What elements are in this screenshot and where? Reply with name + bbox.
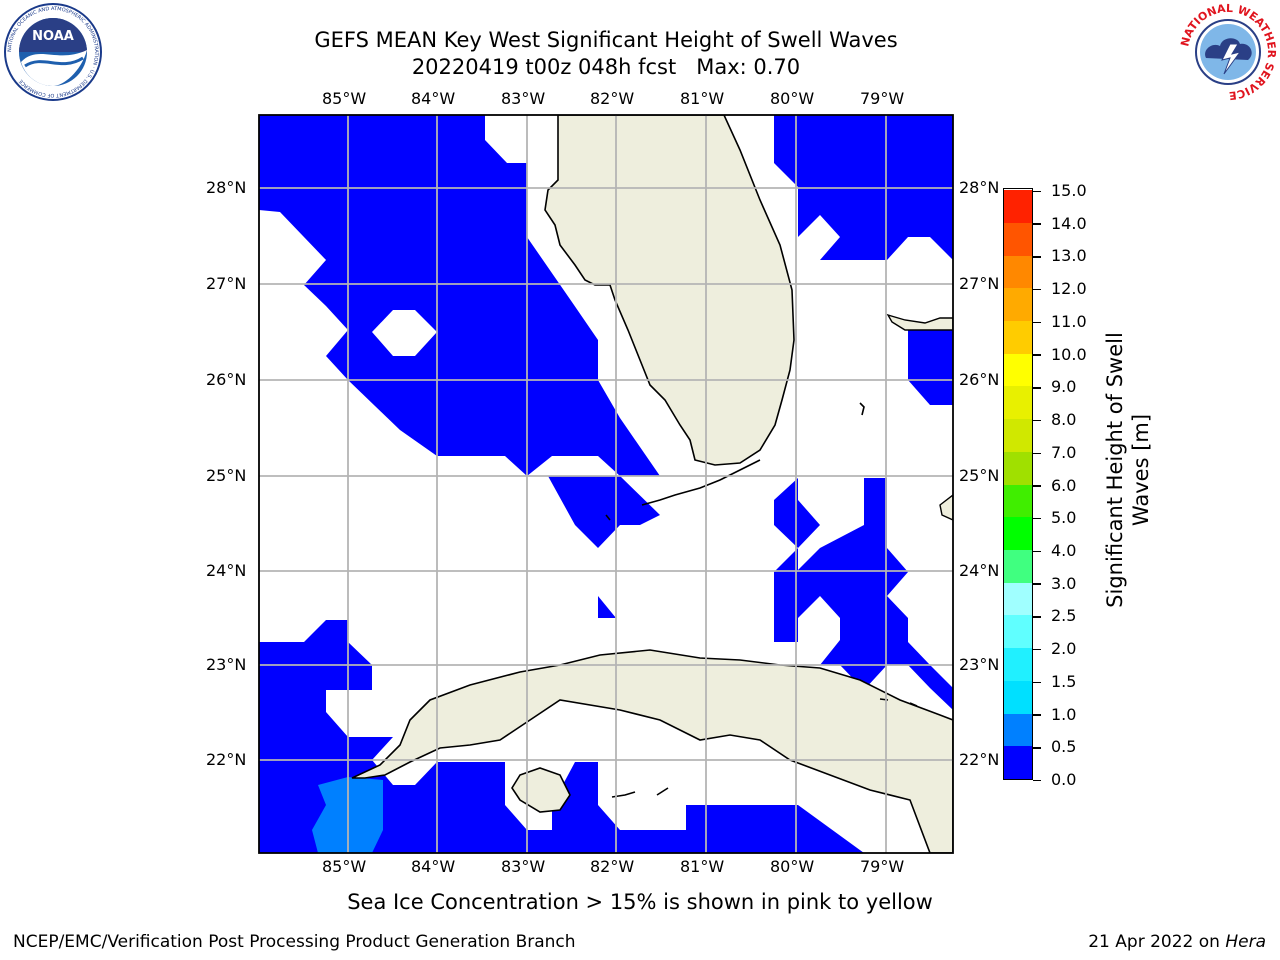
colorbar-tick-label: 9.0 xyxy=(1033,378,1076,396)
colorbar-segment xyxy=(1004,582,1032,616)
lat-label-right: 22°N xyxy=(959,750,1000,769)
colorbar-segment xyxy=(1004,517,1032,550)
lon-label-top: 85°W xyxy=(322,89,367,108)
lat-label-left: 23°N xyxy=(206,655,247,674)
colorbar-segment xyxy=(1004,549,1032,583)
lat-label-left: 28°N xyxy=(206,178,247,197)
footer-host: Hera xyxy=(1225,932,1266,952)
colorbar-segment xyxy=(1004,288,1032,321)
lat-label-right: 28°N xyxy=(959,178,1000,197)
lat-label-right: 25°N xyxy=(959,466,1000,485)
sea-ice-note: Sea Ice Concentration > 15% is shown in … xyxy=(347,890,933,914)
lon-label-top: 84°W xyxy=(411,89,456,108)
colorbar-tick-label: 5.0 xyxy=(1033,509,1076,527)
lat-label-right: 23°N xyxy=(959,655,1000,674)
colorbar-segment xyxy=(1004,746,1032,779)
colorbar-segment xyxy=(1004,648,1032,681)
chart-title: GEFS MEAN Key West Significant Height of… xyxy=(314,28,898,52)
lat-label-left: 26°N xyxy=(206,370,247,389)
colorbar-tick-label: 15.0 xyxy=(1033,182,1087,200)
map-frame xyxy=(258,114,954,854)
colorbar-tick-label: 7.0 xyxy=(1033,443,1076,462)
lon-label-bottom: 82°W xyxy=(590,857,635,876)
colorbar-tick-label: 8.0 xyxy=(1033,411,1076,429)
lon-label-top: 80°W xyxy=(770,89,815,108)
footer-right: 21 Apr 2022 on Hera xyxy=(1088,932,1266,952)
colorbar-segment xyxy=(1004,680,1032,714)
colorbar-tick-label: 1.0 xyxy=(1033,705,1076,724)
colorbar-segment xyxy=(1004,222,1032,256)
lon-label-bottom: 80°W xyxy=(770,857,815,876)
colorbar-tick-label: 0.0 xyxy=(1033,771,1076,789)
lon-label-top: 82°W xyxy=(590,89,635,108)
colorbar xyxy=(1003,188,1033,780)
colorbar-segment xyxy=(1004,713,1032,747)
colorbar-tick-label: 2.5 xyxy=(1033,607,1076,625)
lat-label-right: 24°N xyxy=(959,561,1000,580)
colorbar-tick-label: 3.0 xyxy=(1033,574,1076,593)
colorbar-segment xyxy=(1004,353,1032,387)
colorbar-segment xyxy=(1004,190,1032,223)
colorbar-tick-label: 14.0 xyxy=(1033,214,1087,233)
lat-label-right: 26°N xyxy=(959,370,1000,389)
colorbar-tick-label: 0.5 xyxy=(1033,738,1076,756)
colorbar-tick-label: 13.0 xyxy=(1033,247,1087,265)
colorbar-segment xyxy=(1004,386,1032,420)
colorbar-tick-label: 11.0 xyxy=(1033,312,1087,331)
lat-label-left: 22°N xyxy=(206,750,247,769)
colorbar-segment xyxy=(1004,255,1032,289)
colorbar-label-line1: Significant Height of Swell xyxy=(1103,332,1127,608)
lon-label-top: 79°W xyxy=(860,89,905,108)
lon-label-top: 81°W xyxy=(680,89,725,108)
colorbar-tick-label: 10.0 xyxy=(1033,345,1087,364)
noaa-logo: NOAA NATIONAL OCEANIC AND ATMOSPHERIC AD… xyxy=(3,2,103,102)
map: 85°W 84°W 83°W 82°W 81°W 80°W 79°W 85°W … xyxy=(206,89,1000,876)
colorbar-tick-label: 2.0 xyxy=(1033,640,1076,658)
colorbar-ticks: 0.0 0.5 1.0 1.5 2.0 2.5 3.0 4.0 5.0 6.0 7.0 8.0 9.0 1… xyxy=(1033,178,1093,790)
colorbar-segment xyxy=(1004,419,1032,452)
lat-label-right: 27°N xyxy=(959,274,1000,293)
lat-label-left: 25°N xyxy=(206,466,247,485)
nws-logo: NATIONAL WEATHER SERVICE xyxy=(1178,2,1278,102)
colorbar-tick-label: 12.0 xyxy=(1033,280,1087,298)
swell-field-low xyxy=(259,115,953,853)
land-bahamas xyxy=(886,313,953,521)
graticule xyxy=(259,115,953,853)
chart-subtitle: 20220419 t00z 048h fcst Max: 0.70 xyxy=(411,55,801,79)
colorbar-tick-label: 4.0 xyxy=(1033,541,1076,560)
noaa-logo-text: NOAA xyxy=(32,29,74,44)
lat-label-left: 24°N xyxy=(206,561,247,580)
lat-label-left: 27°N xyxy=(206,274,247,293)
colorbar-label-line2: Waves [m] xyxy=(1129,413,1153,527)
lon-label-bottom: 85°W xyxy=(322,857,367,876)
lon-label-bottom: 81°W xyxy=(680,857,725,876)
colorbar-segment xyxy=(1004,615,1032,649)
colorbar-segment xyxy=(1004,451,1032,485)
colorbar-segment xyxy=(1004,320,1032,354)
colorbar-tick-label: 6.0 xyxy=(1033,476,1076,495)
colorbar-segment xyxy=(1004,484,1032,518)
land-florida xyxy=(544,115,795,466)
lon-label-bottom: 83°W xyxy=(501,857,546,876)
footer-left: NCEP/EMC/Verification Post Processing Pr… xyxy=(13,932,576,952)
lon-label-bottom: 79°W xyxy=(860,857,905,876)
footer-date: 21 Apr 2022 on xyxy=(1088,932,1226,952)
lon-label-top: 83°W xyxy=(501,89,546,108)
colorbar-tick-label: 1.5 xyxy=(1033,672,1076,691)
lon-label-bottom: 84°W xyxy=(411,857,456,876)
